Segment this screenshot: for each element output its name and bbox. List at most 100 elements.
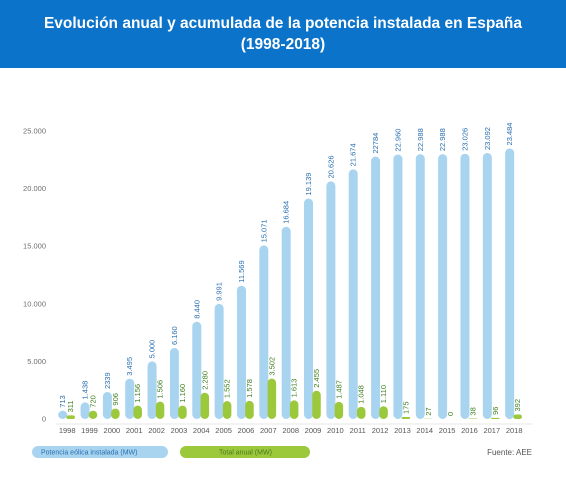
x-tick-label-2014: 2014	[416, 426, 433, 435]
legend-swatch-annual	[180, 446, 310, 458]
bar-annual-2006	[245, 400, 254, 419]
bar-cumulative-2009	[304, 198, 314, 419]
x-tick-label-2000: 2000	[104, 426, 121, 435]
data-label-annual-2016: 38	[468, 407, 477, 415]
data-label-cumulative-2000: 2339	[103, 372, 112, 389]
bar-annual-2017	[491, 417, 500, 419]
data-label-cumulative-2012: 22784	[371, 133, 380, 154]
data-label-annual-2013: 175	[401, 401, 410, 414]
data-label-annual-2001: 1.156	[133, 384, 142, 403]
bar-cumulative-1999	[80, 402, 90, 419]
x-tick-label-2007: 2007	[260, 426, 277, 435]
data-label-annual-2008: 1.613	[290, 379, 299, 398]
bar-annual-2003	[178, 405, 187, 419]
bar-cumulative-2003	[169, 348, 179, 419]
data-label-annual-2006: 1.578	[245, 379, 254, 398]
data-label-cumulative-2008: 16.684	[282, 201, 291, 224]
x-tick-label-2001: 2001	[126, 426, 143, 435]
bar-cumulative-2001	[125, 378, 135, 419]
bar-cumulative-2017	[482, 152, 492, 419]
x-tick-label-1999: 1999	[81, 426, 98, 435]
bar-cumulative-2004	[192, 321, 202, 419]
bar-annual-2009	[312, 390, 321, 419]
x-axis: 1998 1999 2000 2001 2002 2003 2004 2005 2006 2007…	[56, 423, 532, 435]
data-label-annual-2017: 96	[491, 407, 500, 415]
data-label-cumulative-1998: 713	[58, 395, 67, 408]
data-label-cumulative-2016: 23.026	[460, 128, 469, 151]
data-label-annual-2018: 392	[513, 399, 522, 412]
data-label-cumulative-2001: 3.495	[125, 357, 134, 376]
bar-annual-2001	[133, 405, 142, 419]
data-label-cumulative-2015: 22.988	[438, 128, 447, 151]
x-tick-label-2016: 2016	[461, 426, 478, 435]
bar-cumulative-2014	[415, 154, 425, 420]
bar-annual-2000	[111, 408, 120, 419]
y-tick-label: 5.000	[27, 357, 46, 366]
data-label-annual-2012: 1.110	[379, 385, 388, 403]
data-label-cumulative-2017: 23.092	[483, 127, 492, 150]
data-label-annual-2010: 1.487	[334, 380, 343, 399]
bar-cumulative-2006	[236, 285, 246, 419]
bar-cumulative-2012	[371, 156, 381, 419]
data-label-cumulative-2003: 6.160	[170, 326, 179, 345]
data-label-cumulative-1999: 1.438	[81, 381, 90, 400]
data-label-annual-2005: 1.552	[223, 379, 232, 398]
bar-annual-2002	[155, 401, 165, 419]
bar-annual-2012	[379, 406, 388, 419]
x-tick-label-2003: 2003	[171, 426, 188, 435]
chart-title-banner: Evolución anual y acumulada de la potenc…	[0, 0, 566, 68]
chart-title-line2: (1998-2018)	[240, 36, 326, 53]
x-tick-label-1998: 1998	[59, 426, 76, 435]
bar-annual-2013	[401, 416, 411, 419]
bar-annual-1999	[88, 410, 98, 419]
legend: Potencia eólica instalada (MW) Total anua…	[32, 446, 532, 458]
data-label-annual-2000: 906	[111, 393, 120, 406]
data-label-cumulative-2009: 19.139	[304, 173, 313, 196]
bar-annual-1998	[66, 415, 75, 419]
bar-annual-2004	[200, 392, 210, 419]
data-label-annual-2002: 1.506	[156, 380, 165, 399]
x-tick-label-2002: 2002	[148, 426, 165, 435]
bar-cumulative-2007	[259, 245, 269, 419]
x-tick-label-2018: 2018	[506, 426, 523, 435]
data-label-cumulative-2010: 20.626	[326, 155, 335, 178]
bar-cumulative-1998	[58, 410, 68, 419]
data-label-annual-2011: 1.048	[357, 385, 366, 404]
bar-cumulative-2011	[348, 169, 358, 419]
bar-cumulative-2013	[393, 154, 403, 419]
x-tick-label-2010: 2010	[327, 426, 344, 435]
data-label-annual-2009: 2.455	[312, 369, 321, 388]
bar-cumulative-2018	[505, 148, 515, 419]
data-label-cumulative-2011: 21.674	[349, 143, 358, 166]
data-label-annual-2015: 0	[446, 412, 455, 416]
bar-cumulative-2010	[326, 181, 336, 419]
legend-swatch-cumulative	[32, 446, 168, 458]
data-label-annual-2003: 1.160	[178, 384, 187, 403]
bar-cumulative-2002	[147, 361, 157, 419]
bar-annual-2011	[356, 406, 366, 419]
x-tick-label-2015: 2015	[439, 426, 456, 435]
bar-cumulative-2016	[460, 153, 470, 419]
data-label-annual-1999: 720	[89, 395, 98, 408]
data-label-cumulative-2002: 5.000	[148, 340, 157, 359]
data-label-cumulative-2014: 22.988	[416, 128, 425, 151]
bar-cumulative-2008	[281, 226, 291, 419]
y-tick-label: 20.000	[23, 184, 46, 193]
bar-annual-2018	[513, 414, 522, 419]
x-tick-label-2004: 2004	[193, 426, 210, 435]
x-tick-label-2006: 2006	[238, 426, 255, 435]
bar-annual-2008	[289, 400, 299, 419]
x-tick-label-2017: 2017	[483, 426, 500, 435]
x-tick-label-2011: 2011	[350, 426, 366, 435]
chart-title-line1: Evolución anual y acumulada de la potenc…	[43, 15, 523, 32]
bar-annual-2005	[222, 401, 232, 419]
y-tick-label: 15.000	[23, 242, 46, 251]
data-label-cumulative-2006: 11.569	[237, 260, 246, 282]
bar-cumulative-2015	[438, 154, 448, 420]
data-label-cumulative-2013: 22.960	[393, 129, 402, 152]
data-label-annual-2007: 3.502	[267, 357, 276, 376]
source-note: Fuente: AEE	[487, 448, 532, 457]
y-tick-label: 0	[42, 415, 46, 424]
